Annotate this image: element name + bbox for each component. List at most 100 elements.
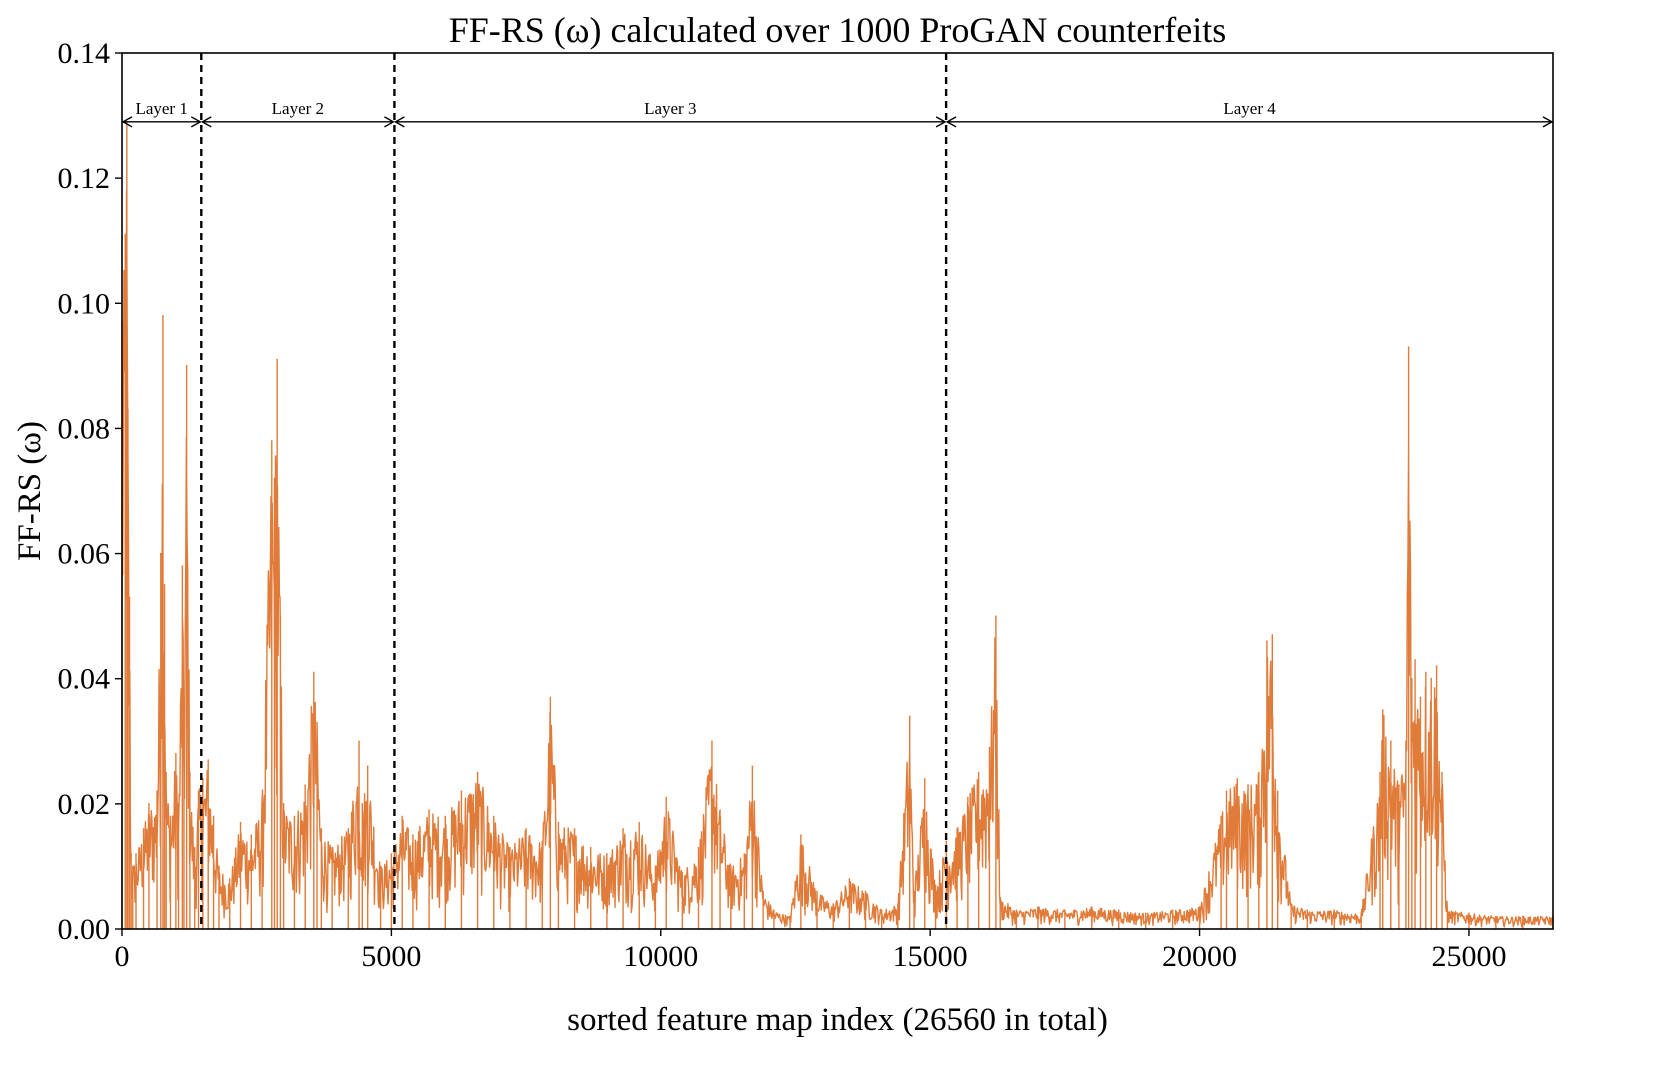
axis-ticks: 0 5000 10000 15000 20000 25000 0.00 0.02 0.04 0.0…: [58, 37, 1507, 973]
data-point: [207, 759, 210, 761]
data-point: [261, 803, 263, 805]
data-point: [148, 803, 150, 805]
data-point: [1258, 771, 1260, 774]
data-point: [379, 865, 382, 868]
data-point: [412, 834, 414, 836]
data-point: [897, 903, 899, 905]
data-point: [142, 828, 145, 830]
data-point: [549, 696, 552, 699]
x-axis-title: sorted feature map index (26560 in total…: [567, 1002, 1108, 1038]
data-point: [492, 815, 495, 818]
data-point: [988, 746, 991, 749]
data-point: [175, 753, 177, 755]
data-point: [1271, 634, 1274, 636]
data-point: [476, 771, 479, 774]
data-point: [428, 809, 430, 811]
arrow-head-left: [200, 116, 212, 128]
data-point: [1468, 912, 1470, 915]
data-point: [509, 846, 511, 849]
data-point: [347, 828, 350, 830]
data-point: [218, 865, 220, 868]
arrow-head-left: [393, 116, 405, 128]
data-point: [1276, 790, 1279, 793]
data-point: [361, 803, 364, 805]
data-point: [165, 771, 167, 774]
data-point: [923, 778, 926, 780]
data-point: [162, 315, 164, 317]
y-tick-label: 0.08: [58, 412, 111, 445]
data-point: [1198, 906, 1201, 908]
data-point: [934, 884, 937, 886]
data-point: [1414, 659, 1416, 661]
data-point: [1266, 640, 1268, 642]
data-point: [557, 821, 560, 824]
data-point: [800, 834, 802, 836]
series-line-0: [121, 121, 1554, 929]
data-point: [159, 552, 162, 555]
data-point: [908, 715, 911, 718]
data-point: [358, 740, 360, 743]
data-point: [1390, 740, 1392, 743]
data-point: [183, 709, 185, 711]
arrow-head-right: [1542, 116, 1554, 128]
data-point: [228, 878, 231, 880]
data-point: [1171, 909, 1174, 912]
data-point: [279, 615, 282, 617]
data-point: [1379, 771, 1381, 774]
data-point: [460, 790, 463, 793]
data-point: [313, 671, 315, 674]
data-point: [1381, 709, 1384, 711]
data-point: [1015, 909, 1018, 912]
y-tick-label: 0.06: [58, 538, 111, 571]
data-point: [913, 890, 915, 893]
data-point: [1411, 677, 1413, 680]
data-point: [743, 853, 746, 855]
data-point: [197, 790, 200, 793]
data-point: [730, 865, 732, 868]
data-point: [622, 828, 624, 830]
data-point: [1220, 815, 1222, 818]
data-point: [1333, 909, 1336, 912]
data-point: [773, 909, 775, 912]
data-point: [181, 565, 184, 567]
layer-span-arrows: Layer 1 Layer 2 Layer 3 Layer 4: [121, 99, 1554, 128]
data-point: [665, 796, 667, 799]
data-point: [541, 840, 544, 843]
data-point: [977, 771, 980, 774]
arrow-head-right: [935, 116, 947, 128]
data-point: [282, 803, 285, 805]
y-tick-label: 0.02: [58, 788, 111, 821]
layer-label: Layer 2: [272, 99, 324, 118]
data-point: [444, 815, 447, 818]
y-tick-label: 0.04: [58, 663, 111, 696]
data-point: [239, 821, 242, 824]
data-point: [945, 840, 948, 843]
data-point: [1037, 906, 1039, 908]
layer-label: Layer 3: [644, 99, 696, 118]
data-point: [681, 871, 684, 874]
data-point: [573, 828, 576, 830]
data-point: [270, 440, 273, 442]
data-point: [177, 803, 180, 805]
layer-boundary-lines: [200, 53, 948, 929]
data-point: [135, 853, 137, 855]
y-axis-title: FF-RS (ω): [12, 421, 48, 561]
data-point: [589, 846, 592, 849]
data-point: [276, 358, 278, 361]
y-tick-label: 0.10: [58, 287, 111, 320]
y-tick-label: 0.14: [58, 37, 111, 70]
layer-label: Layer 4: [1223, 99, 1276, 118]
data-point: [762, 890, 764, 893]
data-point: [169, 815, 172, 818]
data-point: [366, 765, 369, 768]
data-point: [751, 765, 754, 768]
data-point: [193, 846, 196, 849]
data-point: [316, 721, 318, 724]
data-point: [127, 408, 129, 411]
data-point: [304, 784, 306, 786]
data-point: [1144, 912, 1147, 915]
data-point: [864, 890, 867, 893]
data-point: [128, 596, 131, 599]
data-point: [401, 815, 403, 818]
